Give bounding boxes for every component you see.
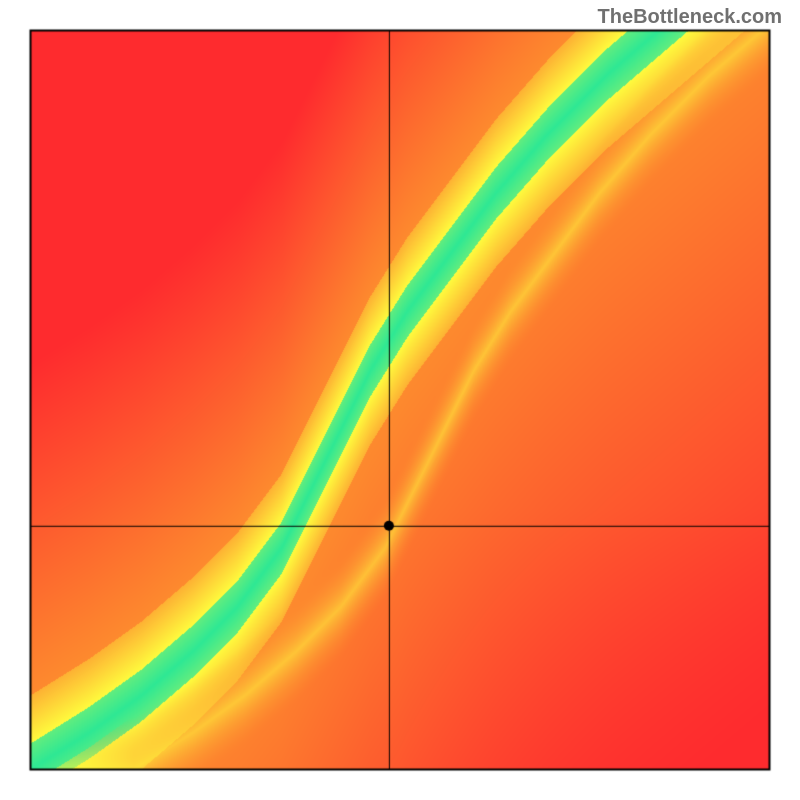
chart-container: TheBottleneck.com — [0, 0, 800, 800]
heatmap-canvas — [0, 0, 800, 800]
watermark-text: TheBottleneck.com — [598, 6, 782, 29]
